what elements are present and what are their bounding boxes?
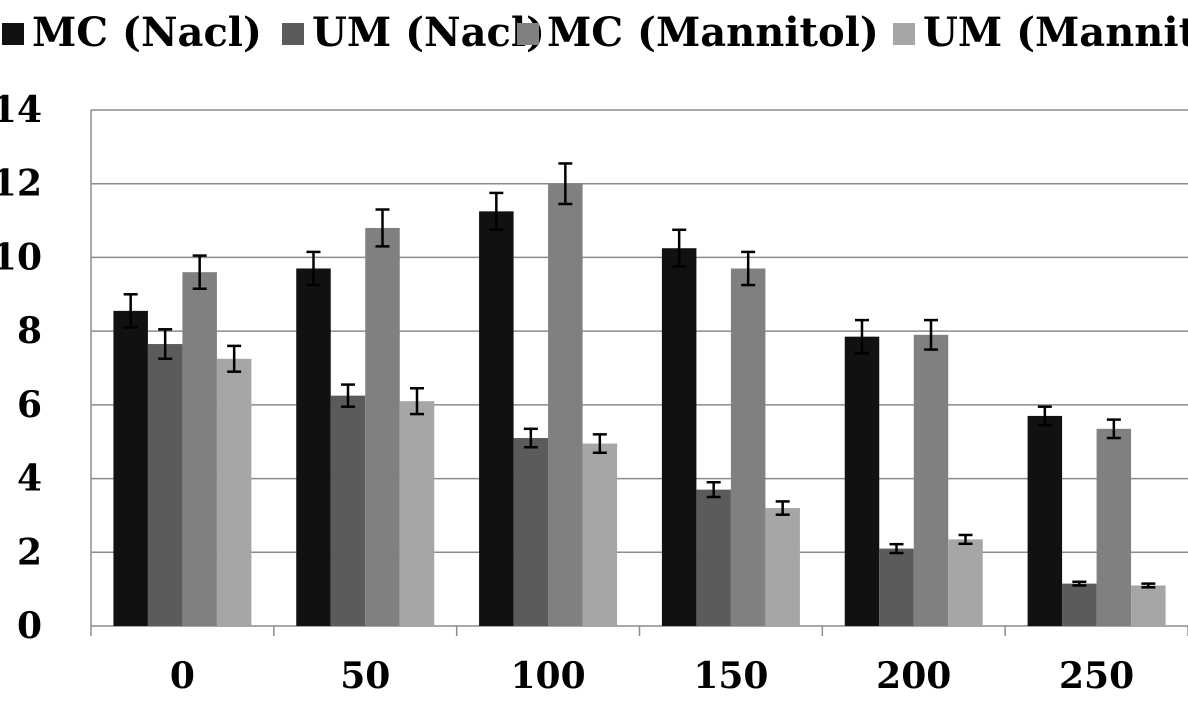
error-bar — [672, 228, 687, 268]
legend: MC (Nacl) UM (Nacl) MC (Mannitol) UM (Manni… — [2, 9, 1188, 56]
y-axis: 0 2 4 6 8 10 12 14 — [0, 89, 92, 647]
y-tick-label: 6 — [17, 384, 42, 426]
bar — [182, 272, 217, 626]
error-bar — [741, 250, 756, 287]
legend-item: UM (Mannitol) — [893, 9, 1188, 56]
bar — [765, 508, 800, 626]
error-bar — [855, 318, 869, 355]
legend-swatch — [893, 23, 915, 45]
x-tick-label: 0 — [170, 655, 195, 697]
error-bar — [592, 433, 607, 455]
error-bar — [1037, 405, 1052, 427]
y-tick-label: 0 — [17, 605, 42, 647]
y-tick-label: 4 — [17, 458, 42, 500]
y-tick-label: 8 — [17, 310, 42, 352]
bar — [296, 268, 331, 626]
bar — [147, 344, 183, 626]
error-bar — [306, 250, 321, 287]
bar — [696, 489, 731, 626]
legend-swatch — [282, 23, 304, 45]
legend-label: MC (Mannitol) — [547, 9, 879, 56]
error-bar — [924, 318, 938, 351]
bar — [548, 183, 583, 626]
gridlines — [91, 109, 1188, 554]
bar — [582, 443, 618, 626]
bar — [879, 548, 914, 626]
y-tick-label: 2 — [17, 531, 42, 573]
x-tick-label: 150 — [693, 655, 768, 697]
legend-label: UM (Mannitol) — [923, 9, 1188, 56]
error-bar — [889, 542, 904, 555]
x-tick-label: 50 — [340, 655, 390, 697]
error-bar — [523, 427, 538, 449]
error-bar — [375, 208, 390, 248]
bar — [330, 395, 366, 626]
error-bar — [158, 328, 173, 361]
legend-item: MC (Mannitol) — [517, 9, 879, 56]
bar — [1062, 583, 1097, 626]
bar — [113, 310, 148, 626]
bar — [479, 211, 514, 626]
x-axis: 0 50 100 150 200 250 — [90, 625, 1188, 697]
bar — [948, 539, 983, 626]
y-tick-label: 12 — [0, 163, 42, 205]
bar — [661, 248, 697, 626]
legend-item: MC (Nacl) — [2, 9, 262, 56]
bar — [216, 358, 252, 626]
error-bars — [123, 162, 1156, 589]
error-bar — [227, 344, 242, 373]
legend-swatch — [517, 23, 539, 45]
legend-item: UM (Nacl) — [282, 9, 545, 56]
y-tick-label: 14 — [0, 89, 42, 131]
error-bar — [1106, 418, 1121, 440]
bar — [399, 401, 435, 626]
bars — [113, 183, 1166, 626]
error-bar — [341, 383, 355, 408]
bar — [1131, 585, 1166, 626]
legend-label: MC (Nacl) — [32, 9, 262, 56]
legend-label: UM (Nacl) — [312, 9, 545, 56]
error-bar — [1141, 582, 1156, 589]
bar — [513, 438, 549, 626]
bar — [365, 227, 400, 626]
bar — [730, 268, 766, 626]
error-bar — [192, 254, 207, 291]
x-tick-label: 250 — [1059, 655, 1134, 697]
error-bar — [489, 191, 504, 232]
error-bar — [958, 533, 973, 546]
x-tick-label: 100 — [511, 655, 586, 697]
bar — [1096, 428, 1132, 626]
error-bar — [558, 162, 573, 206]
bar — [844, 336, 880, 626]
x-tick-label: 200 — [876, 655, 951, 697]
y-tick-label: 10 — [0, 236, 42, 278]
error-bar — [706, 481, 721, 499]
legend-swatch — [2, 23, 24, 45]
bar — [913, 334, 949, 626]
error-bar — [775, 500, 790, 516]
error-bar — [410, 387, 424, 416]
error-bar — [123, 293, 138, 329]
error-bar — [1072, 580, 1087, 587]
bar — [1027, 415, 1063, 626]
